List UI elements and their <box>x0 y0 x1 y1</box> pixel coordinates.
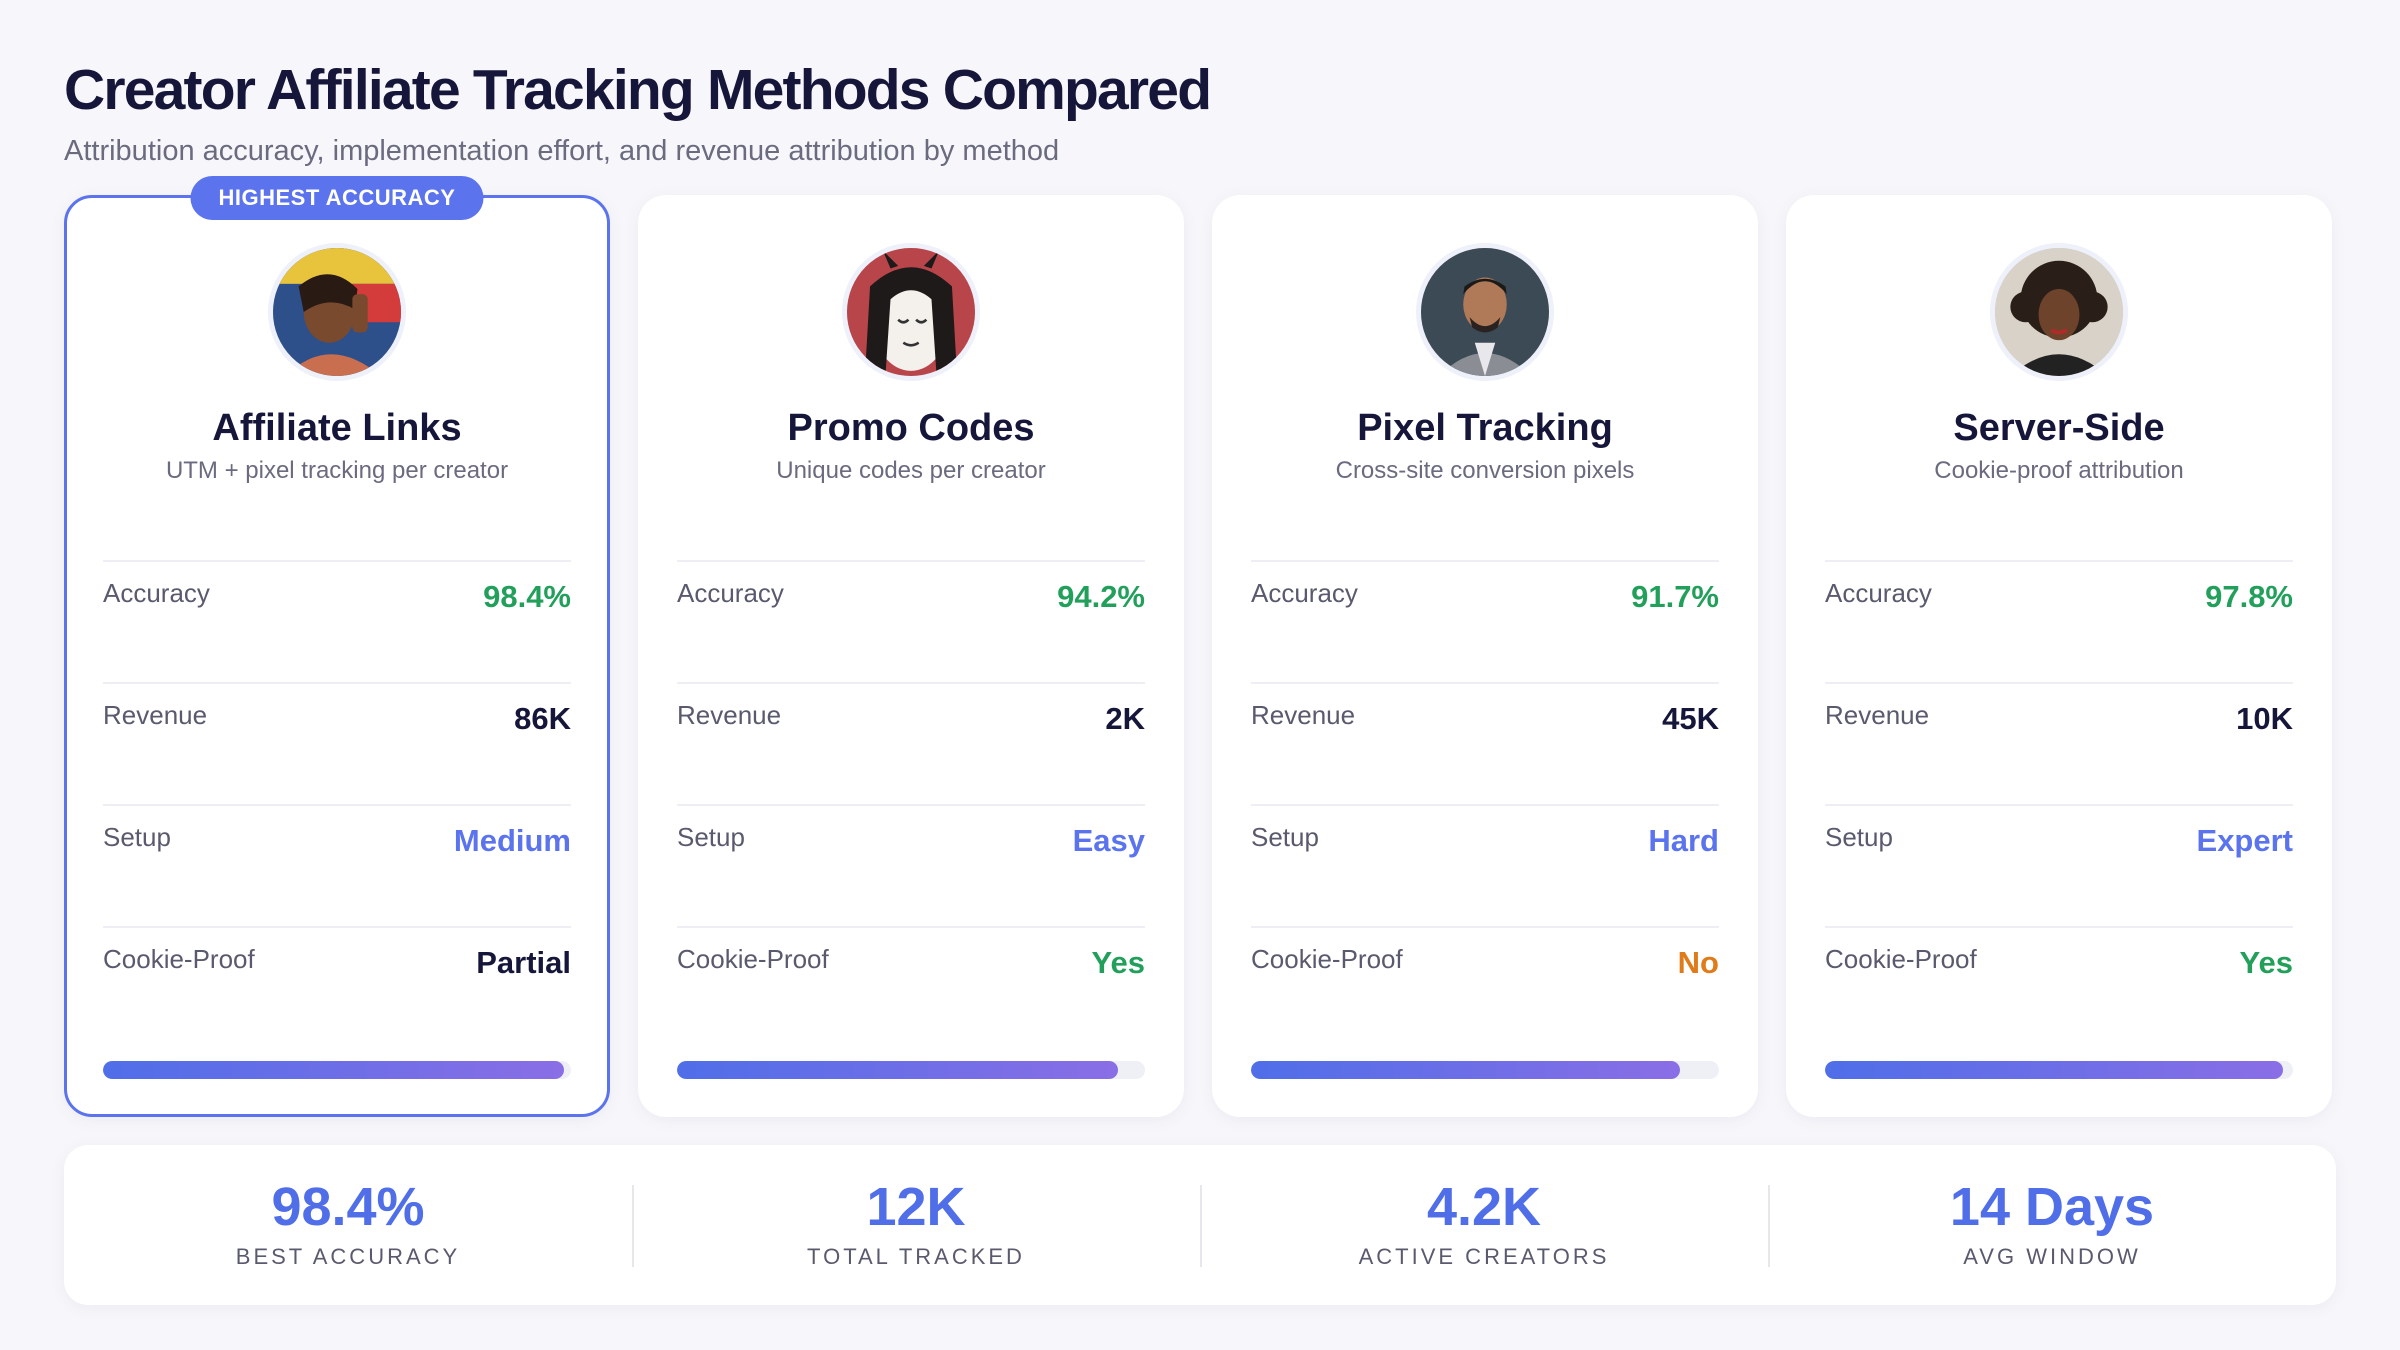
avatar <box>1990 243 2128 381</box>
revenue-value: 86K <box>514 701 571 736</box>
accuracy-row: Accuracy 97.8% <box>1825 560 2293 682</box>
accuracy-value: 94.2% <box>1057 579 1145 614</box>
accuracy-value: 97.8% <box>2205 579 2293 614</box>
accuracy-row: Accuracy 94.2% <box>677 560 1145 682</box>
stat-active-creators: 4.2K ACTIVE CREATORS <box>1200 1145 1768 1305</box>
page-title: Creator Affiliate Tracking Methods Compa… <box>64 58 1212 122</box>
card-title: Server-Side <box>1953 407 2165 449</box>
stat-label: BEST ACCURACY <box>235 1244 461 1269</box>
accuracy-label: Accuracy <box>677 578 784 608</box>
revenue-label: Revenue <box>1251 700 1356 730</box>
page-subtitle: Attribution accuracy, implementation eff… <box>64 135 1060 167</box>
revenue-row: Revenue 45K <box>1251 682 1719 804</box>
card-description: UTM + pixel tracking per creator <box>165 457 509 484</box>
stat-label: AVG WINDOW <box>1963 1244 2141 1269</box>
card-title: Promo Codes <box>787 407 1035 449</box>
card-title: Pixel Tracking <box>1357 407 1613 449</box>
accuracy-row: Accuracy 98.4% <box>103 560 571 682</box>
accuracy-progress-fill <box>103 1061 564 1079</box>
accuracy-progress-bar <box>1825 1061 2293 1079</box>
cookie-proof-row: Cookie-Proof Partial <box>103 926 571 1048</box>
revenue-row: Revenue 86K <box>103 682 571 804</box>
stat-best-accuracy: 98.4% BEST ACCURACY <box>64 1145 632 1305</box>
creator-avatar-icon <box>273 248 401 376</box>
cookie-proof-row: Cookie-Proof Yes <box>1825 926 2293 1048</box>
accuracy-progress-fill <box>1825 1061 2283 1079</box>
setup-label: Setup <box>1825 822 1893 852</box>
method-card-pixel-tracking[interactable]: Pixel Tracking Cross-site conversion pix… <box>1212 195 1758 1117</box>
accuracy-progress-bar <box>103 1061 571 1079</box>
accuracy-value: 98.4% <box>483 579 571 614</box>
setup-row: Setup Hard <box>1251 804 1719 926</box>
accuracy-progress-fill <box>1251 1061 1681 1079</box>
cookie-proof-label: Cookie-Proof <box>1251 944 1403 974</box>
accuracy-label: Accuracy <box>1251 578 1358 608</box>
accuracy-progress-bar <box>1251 1061 1719 1079</box>
avatar <box>268 243 406 381</box>
card-title: Affiliate Links <box>212 407 462 449</box>
summary-stats: 98.4% BEST ACCURACY 12K TOTAL TRACKED 4.… <box>64 1145 2336 1305</box>
cookie-proof-value: Yes <box>1091 945 1145 980</box>
setup-row: Setup Easy <box>677 804 1145 926</box>
card-description: Unique codes per creator <box>776 457 1046 484</box>
stat-avg-window: 14 Days AVG WINDOW <box>1768 1145 2336 1305</box>
setup-label: Setup <box>103 822 171 852</box>
accuracy-progress-fill <box>677 1061 1118 1079</box>
revenue-value: 10K <box>2236 701 2293 736</box>
card-metrics: Accuracy 94.2% Revenue 2K Setup Easy Coo… <box>677 560 1145 1048</box>
cookie-proof-label: Cookie-Proof <box>677 944 829 974</box>
cookie-proof-label: Cookie-Proof <box>1825 944 1977 974</box>
method-cards: HIGHEST ACCURACY Affiliate Links UTM + p… <box>64 176 2332 1117</box>
creator-avatar-icon <box>847 248 975 376</box>
setup-label: Setup <box>1251 822 1319 852</box>
card-metrics: Accuracy 91.7% Revenue 45K Setup Hard Co… <box>1251 560 1719 1048</box>
cookie-proof-value: No <box>1677 945 1719 980</box>
card-metrics: Accuracy 97.8% Revenue 10K Setup Expert … <box>1825 560 2293 1048</box>
cookie-proof-row: Cookie-Proof No <box>1251 926 1719 1048</box>
revenue-row: Revenue 10K <box>1825 682 2293 804</box>
setup-row: Setup Expert <box>1825 804 2293 926</box>
setup-value: Expert <box>2196 823 2293 858</box>
card-metrics: Accuracy 98.4% Revenue 86K Setup Medium … <box>103 560 571 1048</box>
cookie-proof-value: Partial <box>476 945 571 980</box>
method-card-affiliate-links[interactable]: HIGHEST ACCURACY Affiliate Links UTM + p… <box>64 176 610 1117</box>
setup-label: Setup <box>677 822 745 852</box>
revenue-row: Revenue 2K <box>677 682 1145 804</box>
accuracy-label: Accuracy <box>1825 578 1932 608</box>
revenue-label: Revenue <box>1825 700 1930 730</box>
revenue-label: Revenue <box>677 700 782 730</box>
stat-value: 14 Days <box>1949 1177 2155 1237</box>
setup-value: Hard <box>1648 823 1719 858</box>
creator-avatar-icon <box>1995 248 2123 376</box>
stat-total-tracked: 12K TOTAL TRACKED <box>632 1145 1200 1305</box>
method-card-server-side[interactable]: Server-Side Cookie-proof attribution Acc… <box>1786 195 2332 1117</box>
cookie-proof-label: Cookie-Proof <box>103 944 255 974</box>
highest-accuracy-badge: HIGHEST ACCURACY <box>190 176 484 220</box>
card-description: Cookie-proof attribution <box>1934 457 2184 484</box>
creator-avatar-icon <box>1421 248 1549 376</box>
accuracy-row: Accuracy 91.7% <box>1251 560 1719 682</box>
stat-value: 4.2K <box>1426 1177 1542 1237</box>
accuracy-progress-bar <box>677 1061 1145 1079</box>
setup-value: Easy <box>1072 823 1145 858</box>
setup-value: Medium <box>453 823 571 858</box>
stat-value: 98.4% <box>271 1177 425 1237</box>
revenue-value: 2K <box>1105 701 1145 736</box>
revenue-label: Revenue <box>103 700 208 730</box>
accuracy-label: Accuracy <box>103 578 210 608</box>
avatar <box>842 243 980 381</box>
cookie-proof-value: Yes <box>2239 945 2293 980</box>
accuracy-value: 91.7% <box>1631 579 1719 614</box>
stat-label: ACTIVE CREATORS <box>1358 1244 1610 1269</box>
method-card-promo-codes[interactable]: Promo Codes Unique codes per creator Acc… <box>638 195 1184 1117</box>
setup-row: Setup Medium <box>103 804 571 926</box>
cookie-proof-row: Cookie-Proof Yes <box>677 926 1145 1048</box>
card-description: Cross-site conversion pixels <box>1335 457 1635 484</box>
stat-label: TOTAL TRACKED <box>807 1244 1025 1269</box>
avatar <box>1416 243 1554 381</box>
stat-value: 12K <box>866 1177 966 1237</box>
revenue-value: 45K <box>1662 701 1719 736</box>
